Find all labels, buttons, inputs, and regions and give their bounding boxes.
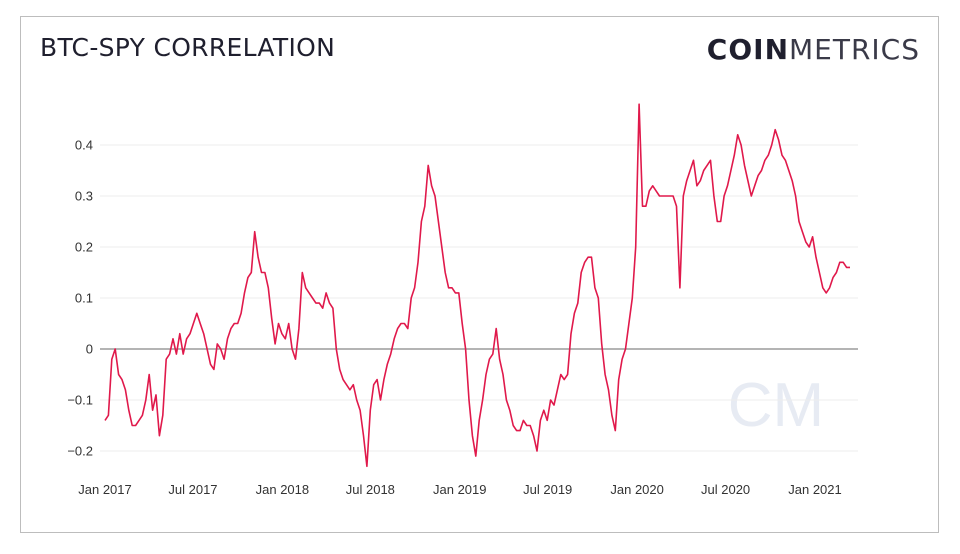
- y-tick-label: 0.3: [75, 189, 93, 204]
- coinmetrics-logo: COINMETRICS: [707, 33, 920, 66]
- series-line: [104, 103, 850, 468]
- x-tick-label: Jan 2019: [433, 482, 487, 497]
- y-tick-label: 0.1: [75, 291, 93, 306]
- logo-light-text: METRICS: [789, 33, 920, 66]
- x-tick-label: Jan 2018: [256, 482, 310, 497]
- y-tick-label: 0.4: [75, 138, 93, 153]
- y-tick-label: 0.2: [75, 240, 93, 255]
- x-tick-label: Jul 2017: [168, 482, 217, 497]
- y-axis-ticks: −0.2 −0.1 0 0.1 0.2 0.3 0.4: [67, 138, 93, 459]
- chart-frame: [20, 16, 939, 533]
- x-tick-label: Jul 2018: [346, 482, 395, 497]
- cm-watermark: CM: [728, 371, 824, 440]
- y-tick-label: 0: [86, 342, 93, 357]
- x-axis-ticks: Jan 2017 Jul 2017 Jan 2018 Jul 2018 Jan 2019…: [78, 482, 842, 497]
- x-tick-label: Jul 2019: [523, 482, 572, 497]
- x-tick-label: Jan 2020: [610, 482, 664, 497]
- x-tick-label: Jan 2017: [78, 482, 132, 497]
- x-tick-label: Jan 2021: [788, 482, 842, 497]
- x-tick-label: Jul 2020: [701, 482, 750, 497]
- logo-bold-text: COIN: [706, 33, 789, 66]
- y-tick-label: −0.1: [67, 393, 93, 408]
- chart-title: BTC-SPY CORRELATION: [40, 33, 336, 62]
- y-tick-label: −0.2: [67, 444, 93, 459]
